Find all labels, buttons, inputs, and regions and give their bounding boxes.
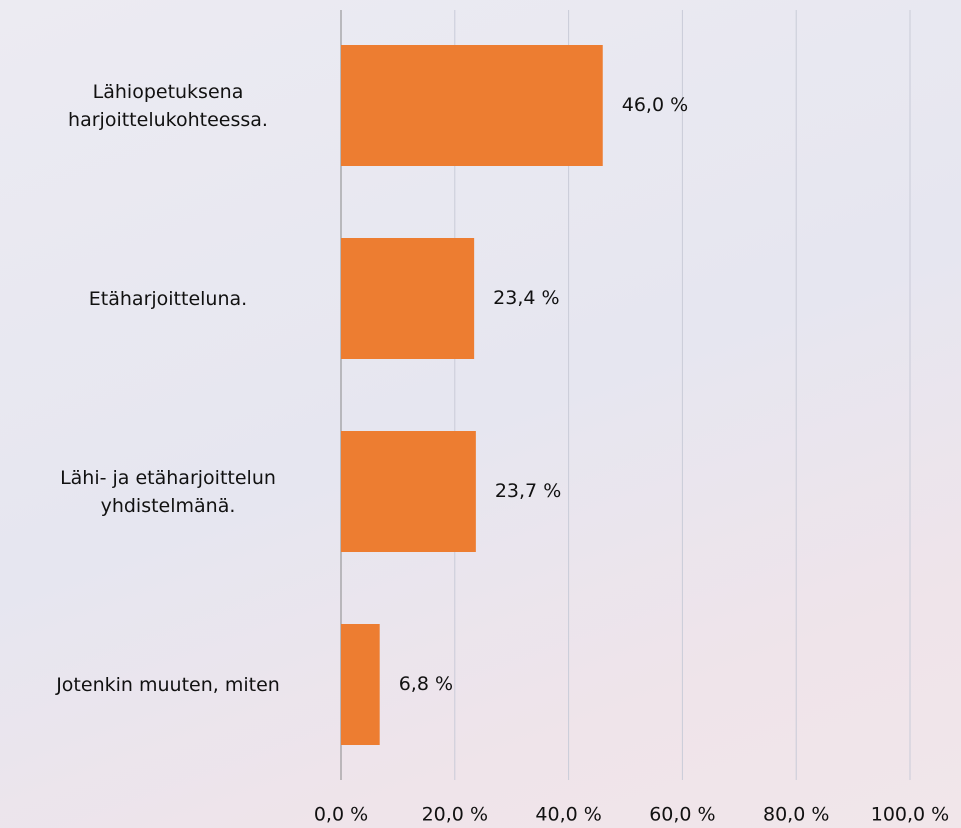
category-label: Lähi- ja etäharjoittelun yhdistelmänä. xyxy=(60,466,276,517)
value-label: 23,4 % xyxy=(493,287,559,309)
category-label: Etäharjoitteluna. xyxy=(88,287,248,310)
category-label: Lähiopetuksena harjoittelukohteessa. xyxy=(68,80,268,131)
category-label: Jotenkin muuten, miten xyxy=(56,673,280,696)
bar xyxy=(341,431,476,552)
x-tick-label: 80,0 % xyxy=(763,804,829,826)
bar xyxy=(341,238,475,359)
value-label: 46,0 % xyxy=(622,94,688,116)
x-tick-label: 40,0 % xyxy=(535,804,601,826)
x-tick-label: 20,0 % xyxy=(422,804,488,826)
x-tick-label: 60,0 % xyxy=(649,804,715,826)
bar xyxy=(341,624,380,745)
value-label: 23,7 % xyxy=(495,480,561,502)
value-label: 6,8 % xyxy=(399,673,453,695)
bar xyxy=(341,45,603,166)
x-tick-label: 0,0 % xyxy=(314,804,368,826)
x-tick-label: 100,0 % xyxy=(871,804,950,826)
